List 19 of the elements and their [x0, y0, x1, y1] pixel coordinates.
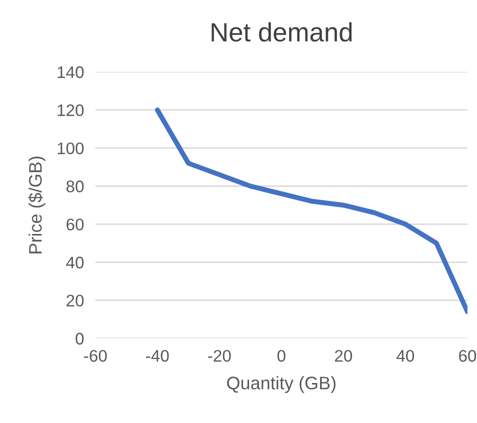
- x-axis-title: Quantity (GB): [227, 376, 336, 393]
- y-tick-label: 40: [66, 256, 84, 268]
- chart-title: Net demand: [212, 22, 352, 42]
- y-tick-label: 120: [58, 104, 84, 116]
- x-tick-label: 40: [396, 350, 414, 362]
- y-axis-title: Price ($/GB): [28, 156, 46, 254]
- x-tick-label: 0: [277, 350, 286, 362]
- line-series: [154, 108, 468, 314]
- y-tick-label: 140: [58, 66, 84, 78]
- x-tick-label: 20: [335, 350, 352, 362]
- y-tick-label: 80: [66, 180, 84, 192]
- x-tick-label: 60: [459, 350, 476, 362]
- y-tick-label: 0: [76, 332, 84, 345]
- x-tick-label: -20: [208, 350, 231, 362]
- y-tick-label: 20: [66, 294, 84, 307]
- y-tick-label: 100: [58, 142, 84, 154]
- y-tick-label: 60: [66, 218, 84, 230]
- x-tick-label: -60: [84, 350, 107, 362]
- x-tick-label: -40: [146, 350, 169, 362]
